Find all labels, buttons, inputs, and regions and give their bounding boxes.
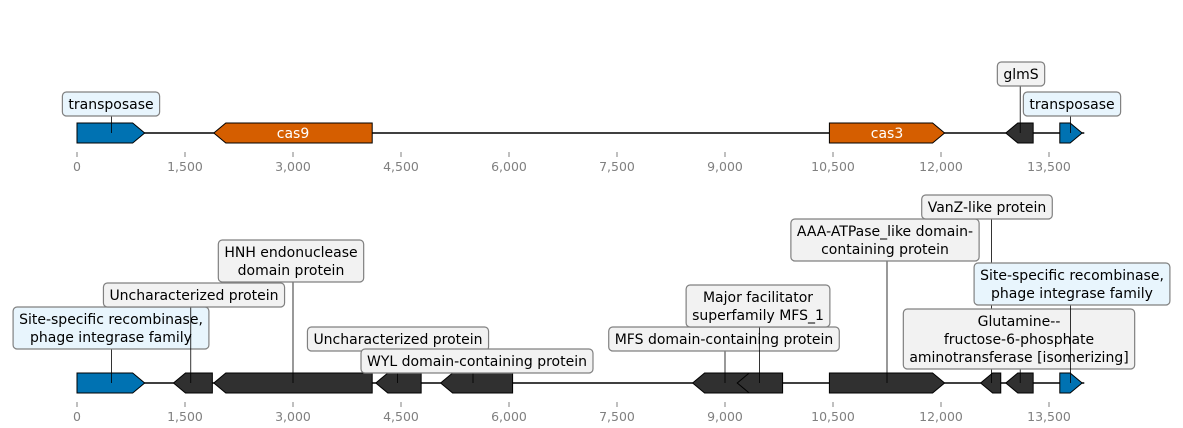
callout-box xyxy=(360,348,594,374)
axis-tick-label: 10,500 xyxy=(811,409,855,424)
track-1: 0 1,500 3,000 4,500 6,000 7,500 9,000 10,500 12,… xyxy=(61,61,1122,174)
callout-label: Uncharacterized protein xyxy=(313,332,482,348)
callout-box xyxy=(902,308,1136,370)
gene-callout: transposase xyxy=(1022,91,1122,133)
callout-label: glmS xyxy=(1003,67,1038,83)
gene-arrow-transposase xyxy=(76,122,146,144)
axis-tick-label: 12,000 xyxy=(919,159,963,174)
callout-label: VanZ-like protein xyxy=(928,200,1047,216)
axis-tick-label: 1,500 xyxy=(167,409,203,424)
callout-label: fructose-6-phosphate xyxy=(944,332,1094,348)
gene-arrow-other xyxy=(439,372,514,394)
callout-box xyxy=(61,91,161,117)
axis-tick-label: 7,500 xyxy=(599,159,635,174)
gene-callout: WYL domain-containing protein xyxy=(360,348,594,383)
callout-label: Site-specific recombinase, xyxy=(19,312,203,328)
gene-arrow-other xyxy=(1005,122,1034,144)
callout-box xyxy=(996,61,1046,87)
gene-callout: Site-specific recombinase, phage integras… xyxy=(973,262,1171,383)
axis-tick-label: 0 xyxy=(73,409,81,424)
callout-box xyxy=(217,239,365,283)
callout-label: aminotransferase [isomerizing] xyxy=(909,350,1128,366)
gene-label: cas3 xyxy=(871,126,903,142)
callout-label: containing protein xyxy=(821,242,949,258)
gene-arrow-other xyxy=(172,372,213,394)
gene-callout: glmS xyxy=(996,61,1046,133)
callout-box xyxy=(685,284,831,328)
callout-label: Site-specific recombinase, xyxy=(980,268,1164,284)
gene-callout: transposase xyxy=(61,91,161,133)
axis-tick-label: 6,000 xyxy=(491,409,527,424)
callout-label: transposase xyxy=(1029,97,1114,113)
callout-label: MFS domain-containing protein xyxy=(615,332,834,348)
axis-tick-label: 13,500 xyxy=(1027,159,1071,174)
axis-tick-label: 9,000 xyxy=(707,159,743,174)
callout-label: Uncharacterized protein xyxy=(109,288,278,304)
callout-box xyxy=(102,282,286,308)
axis-tick-label: 3,000 xyxy=(275,409,311,424)
position-axis: 0 1,500 3,000 4,500 6,000 7,500 9,000 10,500 12,… xyxy=(73,152,1071,174)
callout-box xyxy=(973,262,1171,306)
position-axis: 0 1,500 3,000 4,500 6,000 7,500 9,000 10,500 12,… xyxy=(73,402,1071,424)
gene-label: cas9 xyxy=(277,126,309,142)
callout-label: AAA-ATPase_like domain- xyxy=(797,224,973,240)
axis-tick-label: 12,000 xyxy=(919,409,963,424)
gene-arrow-other xyxy=(375,372,422,394)
axis-tick-label: 0 xyxy=(73,159,81,174)
axis-tick-label: 1,500 xyxy=(167,159,203,174)
gene-arrow-cas xyxy=(213,122,373,144)
callout-label: domain protein xyxy=(238,263,345,279)
gene-callout: Uncharacterized protein xyxy=(102,282,286,383)
axis-tick-label: 9,000 xyxy=(707,409,743,424)
callout-label: transposase xyxy=(68,97,153,113)
gene-callout: AAA-ATPase_like domain-containing protei… xyxy=(790,218,980,383)
gene-arrow-transposase xyxy=(76,372,146,394)
callout-label: Major facilitator xyxy=(703,290,813,306)
gene-callout: Site-specific recombinase, phage integras… xyxy=(12,306,210,383)
gene-arrow-other xyxy=(979,372,1002,394)
track-2: 0 1,500 3,000 4,500 6,000 7,500 9,000 10,500 12,… xyxy=(12,194,1171,424)
axis-tick-label: 10,500 xyxy=(811,159,855,174)
callout-box xyxy=(1022,91,1122,117)
callout-label: WYL domain-containing protein xyxy=(367,354,587,370)
gene-callout: Major facilitator superfamily MFS_1 xyxy=(685,284,831,383)
callout-box xyxy=(921,194,1053,220)
axis-tick-label: 4,500 xyxy=(383,159,419,174)
callout-label: phage integrase family xyxy=(991,286,1153,302)
callout-label: HNH endonuclease xyxy=(224,245,357,261)
callout-label: superfamily MFS_1 xyxy=(692,308,824,324)
gene-arrow-other xyxy=(1005,372,1034,394)
gene-callout: Uncharacterized protein xyxy=(306,326,490,383)
axis-tick-label: 3,000 xyxy=(275,159,311,174)
axis-tick-label: 4,500 xyxy=(383,409,419,424)
axis-tick-label: 13,500 xyxy=(1027,409,1071,424)
gene-arrow-cas xyxy=(828,122,946,144)
axis-tick-label: 6,000 xyxy=(491,159,527,174)
axis-tick-label: 7,500 xyxy=(599,409,635,424)
callout-label: phage integrase family xyxy=(30,330,192,346)
gene-callout: Glutamine-- fructose-6-phosphate aminotran… xyxy=(902,308,1136,383)
callout-box xyxy=(790,218,980,262)
callout-label: Glutamine-- xyxy=(978,314,1061,330)
gene-callout: HNH endonuclease domain protein xyxy=(217,239,365,383)
